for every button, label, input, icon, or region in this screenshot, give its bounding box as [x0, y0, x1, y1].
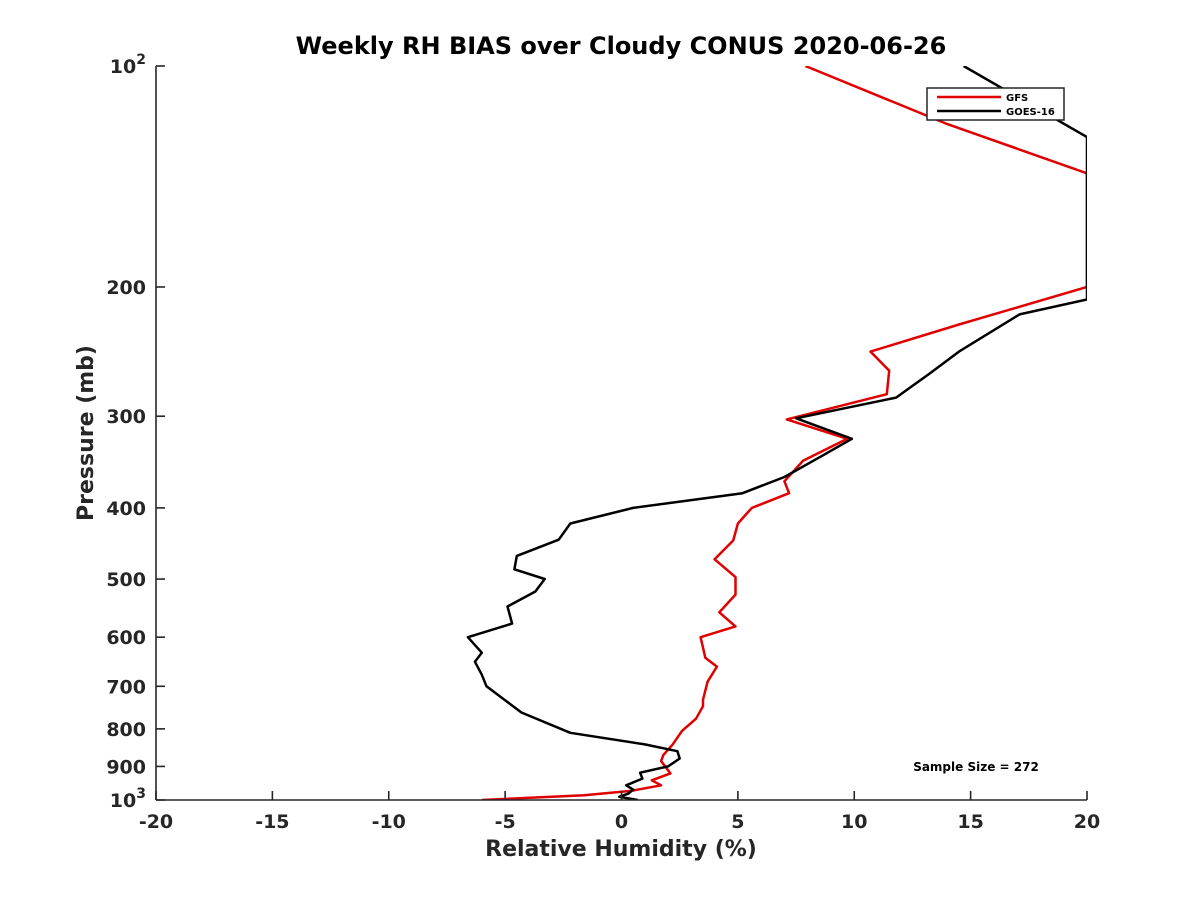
x-tick-label: -10 — [372, 811, 406, 833]
x-tick-label: 15 — [957, 811, 983, 833]
y-tick-label: 600 — [106, 627, 146, 649]
legend: GFS GOES-16 — [926, 87, 1065, 121]
x-tick-label: 10 — [841, 811, 867, 833]
y-tick-label: 102 — [110, 52, 146, 78]
x-tick-label: 0 — [615, 811, 628, 833]
y-tick-label: 900 — [106, 756, 146, 778]
x-axis-label: Relative Humidity (%) — [485, 837, 757, 862]
x-tick-label: 5 — [731, 811, 744, 833]
y-tick-label: 800 — [106, 719, 146, 741]
chart-title: Weekly RH BIAS over Cloudy CONUS 2020-06… — [296, 32, 947, 60]
x-tick-label: 20 — [1074, 811, 1100, 833]
y-tick-label: 200 — [106, 277, 146, 299]
y-tick-label: 400 — [106, 498, 146, 520]
y-ticks-layer: 102 200 300 400 500 600 700 800 900 103 — [106, 52, 165, 812]
y-axis-label: Pressure (mb) — [74, 345, 99, 521]
sample-size-annotation: Sample Size = 272 — [913, 760, 1039, 774]
y-tick-label: 300 — [106, 406, 146, 428]
x-tick-label: -5 — [495, 811, 516, 833]
series-layer — [466, 66, 1087, 800]
legend-label-goes-16: GOES-16 — [1006, 107, 1055, 118]
y-tick-label: 700 — [106, 676, 146, 698]
series-line-goes-16 — [466, 66, 1087, 800]
x-tick-label: -15 — [255, 811, 289, 833]
legend-label-gfs: GFS — [1006, 93, 1028, 104]
series-line-gfs — [481, 66, 1087, 800]
y-tick-label: 500 — [106, 569, 146, 591]
legend-box — [926, 87, 1065, 121]
x-ticks-layer: -20 -15 -10 -5 0 5 10 15 20 — [139, 791, 1100, 833]
y-tick-label: 103 — [110, 786, 146, 812]
x-tick-label: -20 — [139, 811, 173, 833]
